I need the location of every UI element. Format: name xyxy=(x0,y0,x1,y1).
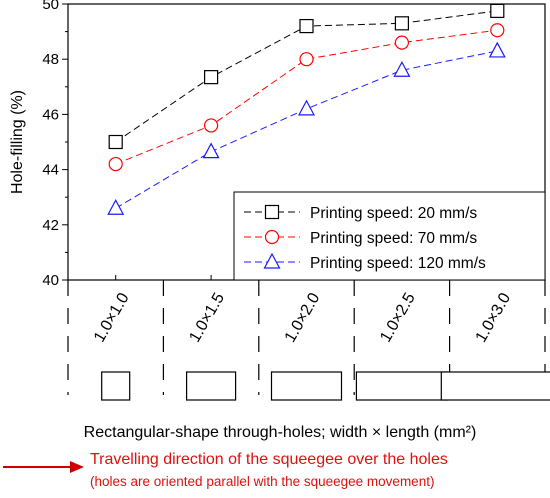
hole-shape xyxy=(270,371,343,401)
data-point xyxy=(204,70,219,85)
data-point xyxy=(299,52,314,67)
category-axis: 1.0×1.0 1.0×1.5 1.0×2.0 1.0×2.5 1.0×3.0 xyxy=(67,280,550,401)
data-point xyxy=(204,118,219,133)
data-point xyxy=(202,142,220,159)
data-point xyxy=(107,198,125,215)
hole-shape xyxy=(101,371,131,401)
hole-shape xyxy=(186,371,237,401)
data-point xyxy=(108,156,123,172)
hole-orientation-note: (holes are oriented parallel with the sq… xyxy=(90,474,435,489)
series-line xyxy=(115,29,498,165)
data-point xyxy=(394,35,409,50)
legend-marker xyxy=(264,204,280,220)
legend-marker xyxy=(263,252,281,269)
series-2 xyxy=(108,23,505,172)
data-point xyxy=(394,16,409,31)
data-point xyxy=(393,60,411,77)
category-label: 1.0×2.5 xyxy=(377,290,419,345)
squeegee-direction-note: Travelling direction of the squeegee ove… xyxy=(90,451,448,468)
category-label: 1.0×2.0 xyxy=(282,290,324,345)
series-layer xyxy=(107,3,506,215)
legend-box xyxy=(233,191,546,281)
data-point xyxy=(108,134,123,150)
series-1 xyxy=(108,3,505,150)
hole-shape xyxy=(355,371,448,401)
legend-label: Printing speed: 70 mm/s xyxy=(310,230,477,247)
series-3 xyxy=(107,41,506,215)
category-label: 1.0×3.0 xyxy=(473,290,515,345)
y-tick-label: 46 xyxy=(42,106,59,123)
category-label: 1.0×1.0 xyxy=(91,290,133,345)
data-point xyxy=(299,18,314,34)
legend-marker xyxy=(264,229,280,245)
y-tick-label: 40 xyxy=(42,272,59,289)
data-point xyxy=(297,99,316,116)
data-point xyxy=(490,23,505,38)
y-tick-label: 50 xyxy=(42,0,59,13)
direction-arrow-icon xyxy=(3,461,84,473)
y-axis: 40 42 44 46 48 50 xyxy=(42,0,68,289)
y-tick-label: 44 xyxy=(42,162,59,179)
x-axis-title: Rectangular-shape through-holes; width ×… xyxy=(84,424,477,441)
legend-label: Printing speed: 20 mm/s xyxy=(310,205,477,222)
series-line xyxy=(115,50,498,209)
y-tick-label: 42 xyxy=(42,217,59,234)
y-axis-title: Hole-filling (%) xyxy=(9,90,26,194)
y-tick-label: 48 xyxy=(42,51,59,68)
hole-shape xyxy=(440,371,550,401)
legend: Printing speed: 20 mm/s Printing speed: 7… xyxy=(233,191,546,281)
legend-label: Printing speed: 120 mm/s xyxy=(310,255,486,272)
data-point xyxy=(490,3,505,19)
data-point xyxy=(488,41,506,58)
category-label: 1.0×1.5 xyxy=(186,290,228,345)
